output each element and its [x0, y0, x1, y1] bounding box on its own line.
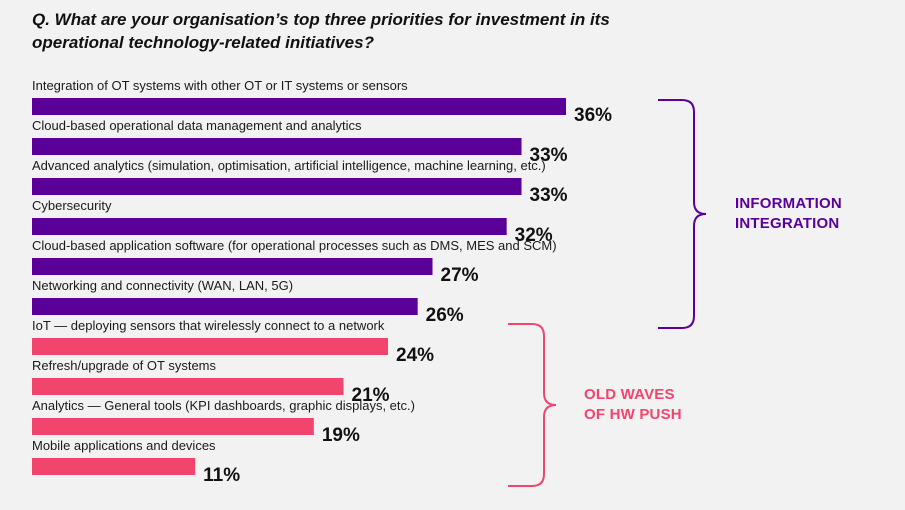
bar [32, 218, 507, 235]
bar [32, 338, 388, 355]
value-label: 33% [529, 145, 568, 166]
group-brace [658, 99, 707, 329]
value-label: 26% [425, 305, 464, 326]
bar [32, 458, 196, 475]
group-label-line: INTEGRATION [735, 215, 840, 232]
group-label-line: OF HW PUSH [584, 406, 682, 423]
value-label: 21% [351, 385, 390, 406]
group-label: INFORMATION INTEGRATION [735, 194, 842, 234]
bar [32, 138, 522, 155]
bar [32, 258, 433, 275]
category-label: Advanced analytics (simulation, optimisa… [32, 158, 546, 173]
category-label: Mobile applications and devices [32, 438, 216, 453]
value-label: 36% [574, 105, 613, 126]
bar [32, 378, 344, 395]
category-label: Analytics — General tools (KPI dashboard… [32, 398, 415, 413]
value-label: 19% [321, 425, 360, 446]
group-label-line: INFORMATION [735, 195, 842, 212]
group-label: OLD WAVES OF HW PUSH [584, 385, 682, 425]
group-label-line: OLD WAVES [584, 386, 675, 403]
category-label: Integration of OT systems with other OT … [32, 78, 408, 93]
category-label: Cloud-based operational data management … [32, 118, 362, 133]
bar [32, 98, 566, 115]
value-label: 32% [514, 225, 553, 246]
question-title: Q. What are your organisation’s top thre… [32, 10, 610, 52]
category-label: Networking and connectivity (WAN, LAN, 5… [32, 278, 294, 293]
bar [32, 178, 522, 195]
category-label: Cybersecurity [32, 198, 112, 213]
bar [32, 298, 418, 315]
category-label: IoT — deploying sensors that wirelessly … [32, 318, 385, 333]
value-label: 11% [203, 465, 241, 486]
group-brace [508, 323, 557, 487]
value-label: 24% [396, 345, 435, 366]
value-label: 33% [529, 185, 568, 206]
category-label: Refresh/upgrade of OT systems [32, 358, 217, 373]
value-label: 27% [440, 265, 479, 286]
bar [32, 418, 314, 435]
category-label: Cloud-based application software (for op… [32, 238, 557, 253]
